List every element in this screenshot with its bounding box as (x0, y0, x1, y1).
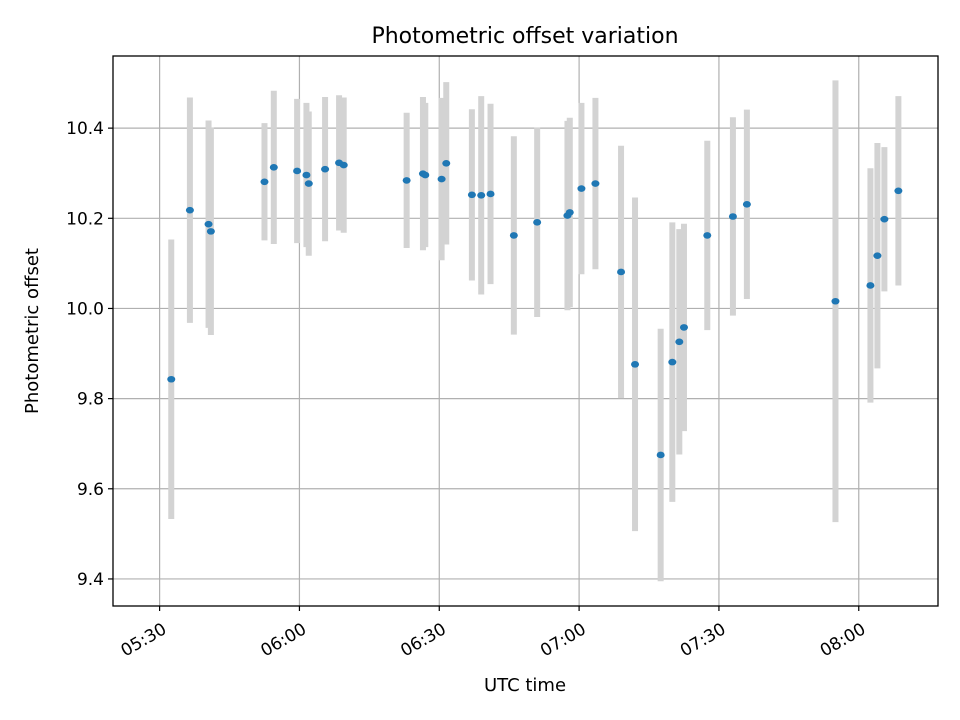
data-point (206, 228, 215, 235)
y-axis-label: Photometric offset (22, 248, 43, 414)
data-point (486, 190, 495, 198)
y-tick-label: 10.0 (66, 299, 104, 319)
data-point (293, 167, 302, 175)
data-point (591, 180, 600, 187)
x-axis-label: UTC time (484, 675, 566, 696)
data-point (617, 268, 626, 276)
y-axis-ticks: 9.4 9.6 9.8 10.0 10.2 10.4 (66, 119, 113, 590)
data-point (339, 161, 348, 169)
data-point (894, 187, 903, 195)
data-point (477, 192, 486, 199)
data-point (269, 164, 278, 171)
data-point (668, 358, 677, 366)
data-point (204, 220, 213, 228)
data-points (167, 159, 903, 459)
data-point (831, 297, 840, 305)
chart-title: Photometric offset variation (371, 24, 678, 49)
data-point (577, 185, 586, 192)
data-point (437, 175, 446, 183)
data-point (260, 178, 269, 186)
data-point (402, 177, 411, 184)
data-point (742, 201, 751, 208)
y-tick-label: 9.4 (77, 570, 104, 590)
data-point (185, 206, 194, 214)
y-tick-label: 9.6 (77, 480, 104, 500)
data-point (656, 451, 665, 459)
data-point (866, 282, 875, 289)
data-point (509, 232, 518, 239)
data-point (703, 232, 712, 239)
data-point (873, 252, 882, 260)
y-tick-label: 10.4 (66, 119, 104, 139)
data-point (675, 338, 684, 346)
data-point (679, 324, 688, 331)
data-point (880, 215, 889, 223)
data-point (533, 219, 542, 226)
data-point (565, 209, 574, 216)
data-point (304, 180, 313, 187)
data-point (631, 361, 640, 368)
data-point (167, 375, 176, 383)
data-point (421, 171, 430, 179)
y-tick-label: 9.8 (77, 390, 104, 410)
data-point (442, 159, 451, 167)
data-point (728, 213, 737, 220)
y-tick-label: 10.2 (66, 209, 104, 229)
data-point (321, 165, 330, 173)
plot-frame (112, 55, 939, 607)
data-point (302, 171, 311, 179)
data-point (467, 191, 476, 199)
